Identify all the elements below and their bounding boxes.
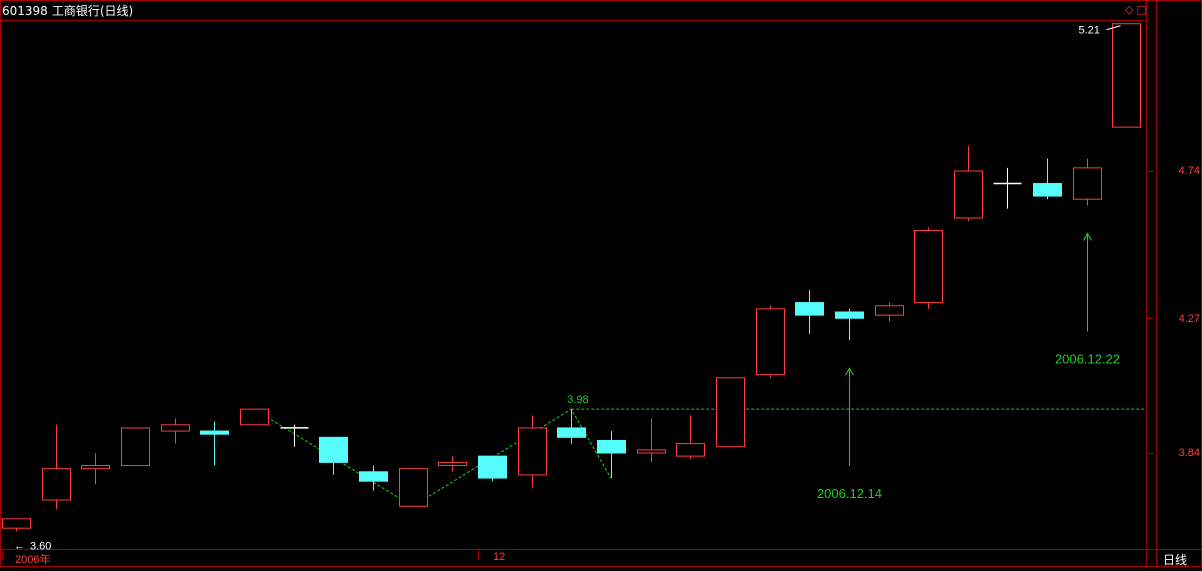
candle xyxy=(399,468,428,507)
high-price-label: 5.21 xyxy=(1078,25,1099,37)
candle-body xyxy=(914,230,943,304)
candle-body xyxy=(319,436,348,463)
window-buttons: ◇ □ xyxy=(1122,3,1147,16)
candle-body xyxy=(795,302,824,316)
candle xyxy=(478,455,507,482)
candle xyxy=(280,424,309,447)
candle xyxy=(557,409,586,444)
candle xyxy=(438,456,467,472)
candle-body xyxy=(716,377,745,448)
candle-body xyxy=(161,424,190,432)
stock-name: 工商银行(日线) xyxy=(51,4,134,18)
candle-body xyxy=(478,455,507,479)
candle xyxy=(795,290,824,334)
date-arrow-head xyxy=(845,367,854,376)
candle xyxy=(2,518,31,532)
candle-body xyxy=(399,468,428,507)
candle-body xyxy=(597,439,626,454)
candle xyxy=(240,408,269,426)
chart-title: 601398 工商银行(日线) xyxy=(2,2,133,19)
candle-body xyxy=(875,305,904,316)
candle xyxy=(1073,158,1102,206)
candle-body xyxy=(637,449,666,454)
pattern-zigzag-line xyxy=(253,408,612,507)
high-pointer-line xyxy=(1106,25,1121,31)
candle xyxy=(716,377,745,448)
candle xyxy=(1112,23,1141,128)
square-icon[interactable]: □ xyxy=(1136,3,1147,16)
candle xyxy=(597,431,626,479)
candle xyxy=(993,167,1022,209)
date-arrow-label: 2006.12.22 xyxy=(1055,351,1120,366)
candle-body xyxy=(518,427,547,476)
candle xyxy=(756,305,785,378)
candle xyxy=(359,465,388,491)
level-label: 3.98 xyxy=(567,394,588,406)
candle xyxy=(875,302,904,322)
candle-body xyxy=(1033,183,1062,197)
y-tick-label: 4.74 xyxy=(1178,165,1200,177)
y-tick-label: 3.84 xyxy=(1178,447,1200,459)
candle xyxy=(42,424,71,510)
candle-body xyxy=(81,465,110,470)
candle xyxy=(676,415,705,460)
period-tab-daily[interactable]: 日线 xyxy=(1163,553,1188,567)
candle xyxy=(1033,158,1062,200)
low-price-label: 3.60 xyxy=(30,540,51,552)
candle xyxy=(637,418,666,463)
candle-body xyxy=(676,443,705,457)
date-arrow-head xyxy=(1083,232,1092,241)
candle xyxy=(121,427,150,467)
candle-body xyxy=(121,427,150,467)
candle-body xyxy=(557,427,586,438)
candle-body xyxy=(200,430,229,435)
low-arrow-glyph: ← xyxy=(14,540,25,552)
x-tick-label: 12 xyxy=(493,551,506,563)
candle-body xyxy=(756,308,785,376)
date-arrow-label: 2006.12.14 xyxy=(817,486,882,501)
candle xyxy=(518,415,547,488)
x-tick-label: 2006年 xyxy=(15,554,51,566)
candle-body xyxy=(835,311,864,319)
candle-body xyxy=(1112,23,1141,128)
candle-body xyxy=(2,518,31,529)
y-tick-label: 4.27 xyxy=(1178,313,1200,325)
candle-body xyxy=(1073,167,1102,200)
candle xyxy=(161,418,190,444)
candle-body xyxy=(359,471,388,482)
candle-body xyxy=(42,468,71,501)
diamond-icon[interactable]: ◇ xyxy=(1125,3,1134,16)
candle xyxy=(200,421,229,466)
candle xyxy=(835,308,864,341)
candle-body xyxy=(954,170,983,219)
stock-code: 601398 xyxy=(2,4,48,18)
candle xyxy=(319,436,348,475)
candle xyxy=(914,227,943,309)
candle xyxy=(81,453,110,485)
candle-body xyxy=(240,408,269,426)
candle xyxy=(954,145,983,222)
candle-body xyxy=(438,461,467,467)
